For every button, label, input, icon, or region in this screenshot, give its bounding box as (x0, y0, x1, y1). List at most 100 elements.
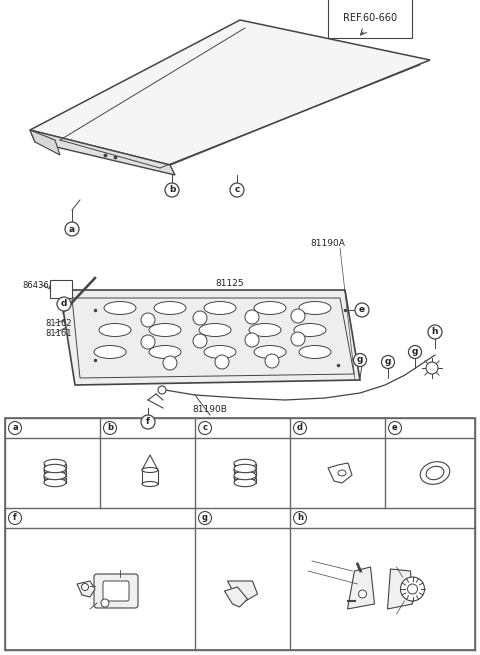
Text: 81126: 81126 (405, 424, 432, 432)
Text: h: h (297, 514, 303, 523)
Ellipse shape (234, 459, 256, 468)
Ellipse shape (99, 324, 131, 337)
Text: REF.60-660: REF.60-660 (343, 13, 397, 23)
Ellipse shape (142, 481, 158, 487)
Text: a: a (12, 424, 18, 432)
Circle shape (353, 354, 367, 367)
Ellipse shape (204, 301, 236, 314)
Circle shape (65, 222, 79, 236)
Text: 81180L: 81180L (397, 557, 426, 565)
FancyBboxPatch shape (103, 581, 129, 601)
Ellipse shape (44, 459, 66, 468)
Ellipse shape (249, 324, 281, 337)
Polygon shape (142, 455, 158, 470)
Text: 81385B: 81385B (397, 612, 427, 622)
Text: 81190B: 81190B (192, 405, 228, 415)
Circle shape (408, 584, 418, 594)
Polygon shape (225, 587, 248, 607)
Polygon shape (30, 130, 60, 155)
Circle shape (57, 297, 71, 311)
Circle shape (215, 355, 229, 369)
Circle shape (265, 354, 279, 368)
Circle shape (193, 334, 207, 348)
Polygon shape (30, 130, 175, 175)
Ellipse shape (234, 472, 256, 479)
Circle shape (141, 415, 155, 429)
Text: d: d (297, 424, 303, 432)
Text: b: b (107, 424, 113, 432)
Circle shape (245, 333, 259, 347)
Text: 82191: 82191 (120, 424, 147, 432)
Text: g: g (357, 356, 363, 364)
Text: e: e (392, 424, 398, 432)
Circle shape (141, 335, 155, 349)
Text: f: f (146, 417, 150, 426)
Ellipse shape (199, 324, 231, 337)
FancyBboxPatch shape (94, 574, 138, 608)
Text: 86438A: 86438A (310, 424, 343, 432)
Ellipse shape (426, 466, 444, 479)
Polygon shape (328, 463, 352, 483)
Ellipse shape (234, 466, 256, 475)
Ellipse shape (234, 474, 256, 481)
Ellipse shape (234, 478, 256, 487)
Ellipse shape (104, 301, 136, 314)
Text: 1243FC: 1243FC (292, 620, 321, 629)
Ellipse shape (338, 470, 346, 476)
Circle shape (359, 590, 367, 598)
Ellipse shape (254, 345, 286, 358)
Text: c: c (203, 424, 207, 432)
Circle shape (104, 422, 117, 434)
Ellipse shape (149, 324, 181, 337)
Text: e: e (359, 305, 365, 314)
Bar (5, 418, 475, 650)
Circle shape (428, 325, 442, 339)
Text: 81180: 81180 (292, 567, 316, 576)
Bar (50, 280, 72, 298)
Ellipse shape (149, 345, 181, 358)
Polygon shape (348, 567, 374, 609)
Text: 81190A: 81190A (310, 238, 345, 248)
Ellipse shape (142, 468, 158, 472)
Circle shape (291, 309, 305, 323)
Circle shape (199, 422, 212, 434)
Ellipse shape (44, 466, 66, 475)
Circle shape (158, 386, 166, 394)
Text: a: a (69, 225, 75, 233)
Circle shape (408, 345, 421, 358)
Polygon shape (30, 20, 430, 165)
Circle shape (293, 422, 307, 434)
Polygon shape (77, 581, 95, 597)
Ellipse shape (254, 301, 286, 314)
Polygon shape (60, 290, 360, 385)
Ellipse shape (44, 472, 66, 479)
Text: c: c (234, 185, 240, 195)
Text: 81161: 81161 (45, 329, 72, 337)
Text: 86415A: 86415A (215, 424, 248, 432)
Circle shape (9, 512, 22, 525)
Text: 86436A: 86436A (22, 280, 55, 290)
Circle shape (165, 183, 179, 197)
Ellipse shape (44, 474, 66, 481)
Polygon shape (387, 569, 412, 609)
Text: 81162: 81162 (45, 318, 72, 328)
Bar (142, 470, 158, 484)
Text: 1243FF: 1243FF (292, 610, 320, 618)
Text: h: h (432, 328, 438, 337)
Ellipse shape (234, 464, 256, 473)
Circle shape (141, 313, 155, 327)
Text: 81738A: 81738A (25, 424, 59, 432)
Circle shape (426, 362, 438, 374)
Circle shape (245, 310, 259, 324)
Text: g: g (385, 358, 391, 367)
Text: f: f (13, 514, 17, 523)
Ellipse shape (44, 478, 66, 487)
Ellipse shape (204, 345, 236, 358)
Circle shape (355, 303, 369, 317)
Text: 1130DB: 1130DB (73, 580, 103, 588)
Circle shape (193, 311, 207, 325)
Circle shape (82, 584, 88, 591)
Circle shape (382, 356, 395, 369)
Circle shape (291, 332, 305, 346)
Circle shape (400, 577, 424, 601)
